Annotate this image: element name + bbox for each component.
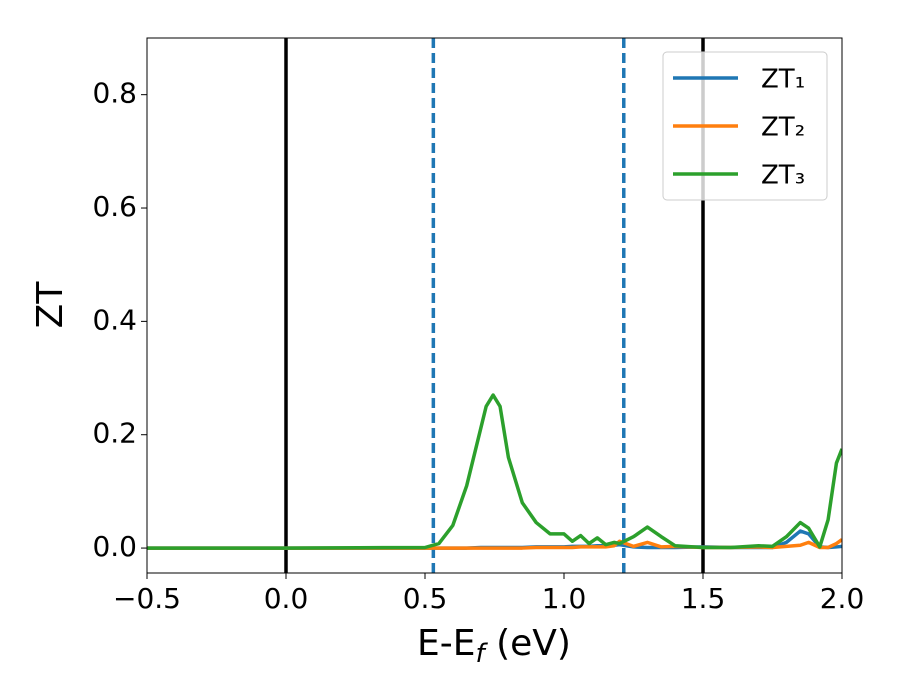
x-tick-label: 0.5 <box>403 582 448 615</box>
line-series <box>147 393 842 550</box>
y-tick-label: 0.0 <box>92 530 137 563</box>
legend-label: ZT₁ <box>761 65 805 95</box>
y-tick-label: 0.8 <box>92 77 137 110</box>
legend-label: ZT₃ <box>761 161 805 191</box>
x-tick-label: −0.5 <box>113 582 181 615</box>
x-tick-label: 1.0 <box>542 582 587 615</box>
x-label-suffix: (eV) <box>485 623 571 664</box>
x-axis-label: E-Ef (eV) <box>417 623 571 669</box>
x-tick-label: 1.5 <box>681 582 726 615</box>
x-tick-label: 2.0 <box>820 582 865 615</box>
y-axis-label: ZT <box>30 281 71 329</box>
line-series <box>147 538 842 550</box>
legend-label: ZT₂ <box>761 113 805 143</box>
axes-frame <box>146 37 843 574</box>
legend-box <box>662 51 828 201</box>
y-tick-label: 0.6 <box>92 190 137 223</box>
x-tick-label: 0.0 <box>264 582 309 615</box>
x-label-text: E-E <box>417 623 475 664</box>
y-tick-label: 0.4 <box>92 303 137 336</box>
y-tick-label: 0.2 <box>92 417 137 450</box>
